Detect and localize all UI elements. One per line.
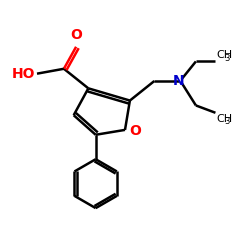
Text: 3: 3 xyxy=(225,117,230,126)
Text: CH: CH xyxy=(217,50,233,60)
Text: O: O xyxy=(130,124,141,138)
Text: 3: 3 xyxy=(225,54,230,64)
Text: CH: CH xyxy=(217,114,233,124)
Text: N: N xyxy=(173,74,184,88)
Text: HO: HO xyxy=(12,67,35,81)
Text: O: O xyxy=(70,28,82,42)
